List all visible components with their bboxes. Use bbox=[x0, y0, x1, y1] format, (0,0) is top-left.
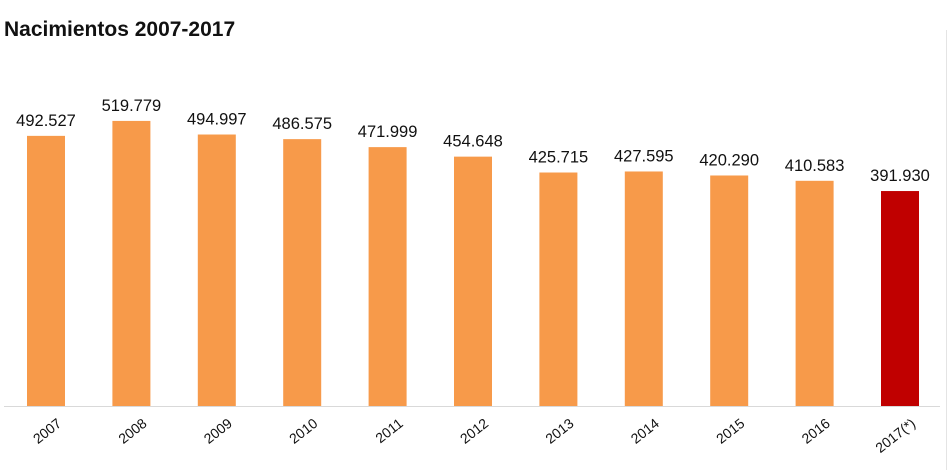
x-tick-label: 2007 bbox=[30, 415, 65, 447]
x-tick-label: 2016 bbox=[798, 415, 833, 447]
bar-2007 bbox=[27, 135, 65, 406]
bar-2015 bbox=[710, 175, 749, 406]
x-tick-label: 2009 bbox=[201, 415, 236, 447]
data-label: 410.583 bbox=[785, 157, 845, 175]
bar-2011 bbox=[368, 147, 407, 406]
bar-2017(*) bbox=[881, 191, 919, 406]
x-tick-label: 2014 bbox=[628, 415, 663, 447]
x-tick-label: 2015 bbox=[713, 415, 748, 447]
frame-border bbox=[946, 30, 947, 470]
x-tick-label: 2010 bbox=[286, 415, 321, 447]
data-label: 486.575 bbox=[272, 115, 332, 133]
x-tick-label: 2017(*) bbox=[872, 415, 918, 456]
bar-2016 bbox=[795, 180, 834, 406]
data-label: 519.779 bbox=[102, 97, 162, 115]
bar-2014 bbox=[624, 171, 663, 406]
x-tick-label: 2011 bbox=[372, 415, 406, 446]
bar-2013 bbox=[539, 172, 578, 406]
data-label: 494.997 bbox=[187, 111, 247, 129]
bar-2012 bbox=[454, 156, 492, 406]
data-label: 427.595 bbox=[614, 147, 674, 165]
data-label: 425.715 bbox=[529, 149, 589, 167]
data-label: 420.290 bbox=[699, 151, 759, 169]
data-label: 454.648 bbox=[443, 133, 503, 151]
bar-2009 bbox=[197, 134, 236, 406]
data-label: 492.527 bbox=[16, 112, 76, 130]
data-label: 391.930 bbox=[870, 167, 930, 185]
data-label: 471.999 bbox=[358, 123, 418, 141]
x-tick-label: 2013 bbox=[542, 415, 577, 447]
x-tick-label: 2012 bbox=[457, 415, 492, 447]
x-tick-label: 2008 bbox=[115, 415, 150, 447]
chart-title: Nacimientos 2007-2017 bbox=[4, 18, 236, 41]
bar-2008 bbox=[112, 120, 151, 407]
bar-2010 bbox=[283, 139, 322, 406]
